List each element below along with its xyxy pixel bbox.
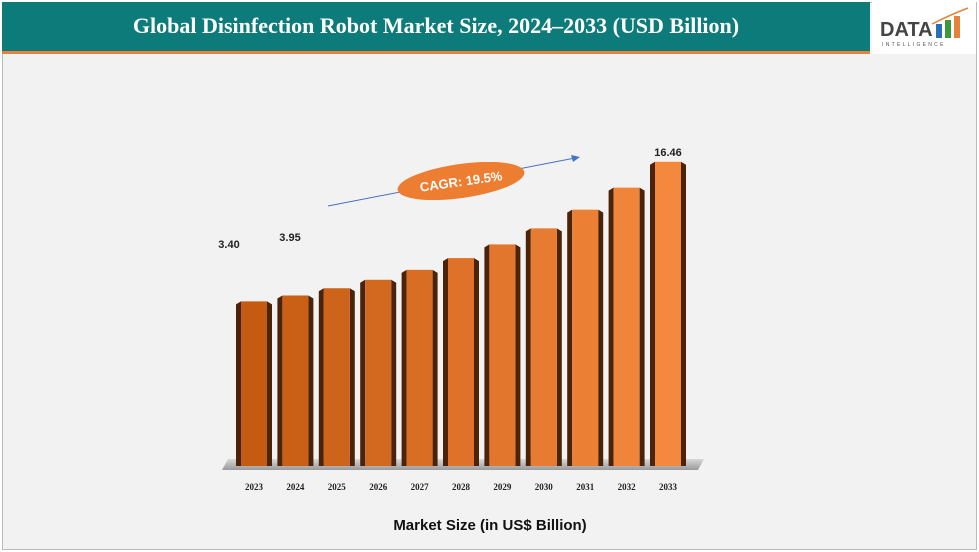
- x-tick-label: 2029: [493, 482, 512, 492]
- bar-side: [650, 161, 655, 467]
- bar-side: [556, 228, 562, 466]
- bar-side: [639, 187, 645, 467]
- bar-side: [525, 228, 531, 466]
- bar-2025: [323, 288, 350, 466]
- bar-side: [277, 295, 283, 466]
- svg-text:DATA: DATA: [880, 19, 933, 41]
- bar-2027: [406, 269, 433, 466]
- bar-2032: [613, 187, 640, 467]
- bar-side: [474, 258, 479, 466]
- x-tick-label: 2026: [369, 482, 388, 492]
- cagr-badge: [397, 161, 525, 201]
- x-tick-label: 2024: [286, 482, 305, 492]
- bar-side: [432, 269, 438, 466]
- bar-2033: [655, 161, 681, 467]
- bar-side: [360, 279, 366, 466]
- svg-text:INTELLIGENCE: INTELLIGENCE: [882, 42, 946, 48]
- bar-side: [567, 209, 573, 467]
- bar-side: [308, 295, 314, 466]
- header-bar: Global Disinfection Robot Market Size, 2…: [2, 2, 870, 54]
- x-tick-label: 2033: [659, 482, 678, 492]
- data-label: 3.40: [218, 239, 239, 251]
- x-axis-title: Market Size (in US$ Billion): [393, 517, 586, 534]
- bar-side: [608, 187, 614, 467]
- logo: DATA INTELLIGENCE: [872, 2, 976, 54]
- arrow-head-icon: [571, 155, 580, 162]
- x-tick-label: 2025: [328, 482, 347, 492]
- bar-side: [267, 301, 272, 466]
- bar-2030: [530, 228, 557, 466]
- bar-2031: [572, 209, 599, 467]
- x-tick-label: 2028: [452, 482, 471, 492]
- x-tick-label: 2023: [245, 482, 264, 492]
- data-label: 3.95: [279, 232, 300, 244]
- data-label: 16.46: [654, 147, 682, 159]
- bar-side: [484, 244, 490, 466]
- x-tick-label: 2032: [618, 482, 637, 492]
- bar-2026: [365, 279, 392, 466]
- bar-side: [401, 269, 407, 466]
- bar-2029: [489, 244, 516, 466]
- bar-2024: [282, 295, 309, 466]
- bar-side: [515, 244, 521, 466]
- bar-2028: [448, 258, 474, 466]
- x-tick-label: 2030: [535, 482, 554, 492]
- bar-side: [598, 209, 604, 467]
- bar-side: [349, 288, 355, 466]
- bar-side: [236, 301, 241, 466]
- x-tick-label: 2031: [576, 482, 595, 492]
- chart-title: Global Disinfection Robot Market Size, 2…: [132, 13, 740, 38]
- bar-side: [443, 258, 448, 466]
- bar-2023: [241, 301, 267, 466]
- bar-side: [318, 288, 324, 466]
- bar-side: [391, 279, 397, 466]
- bar-side: [681, 161, 686, 467]
- x-tick-label: 2027: [411, 482, 430, 492]
